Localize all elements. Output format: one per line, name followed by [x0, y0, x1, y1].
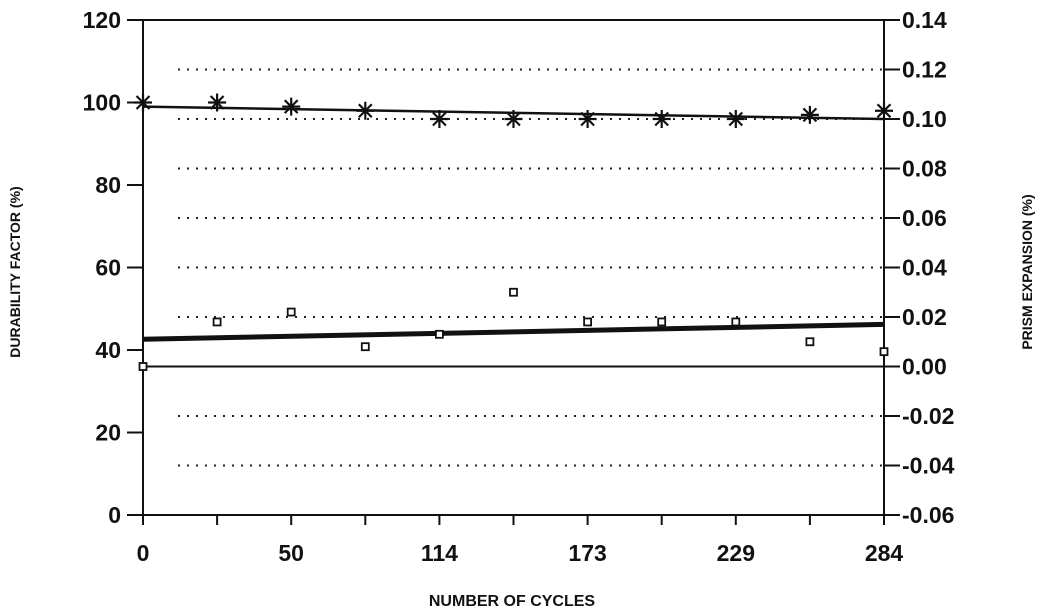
asterisk-point: [578, 110, 597, 128]
square-point: [805, 337, 815, 347]
y2-tick-label: 0.06: [902, 205, 947, 231]
y2-tick-label: 0.12: [902, 57, 947, 83]
x-tick-label: 50: [278, 540, 304, 566]
y2-tick-label: 0.02: [902, 304, 947, 330]
asterisk-stroke: [506, 111, 521, 127]
asterisk-stroke: [209, 95, 225, 110]
y-tick-label: 20: [95, 420, 121, 446]
expansion-trend-line: [142, 321, 885, 342]
x-tick-label: 0: [137, 540, 150, 566]
asterisk-stroke: [432, 111, 447, 127]
y2-tick-label: -0.06: [902, 502, 954, 528]
y2-tick-label: -0.04: [902, 453, 955, 479]
asterisk-point: [726, 110, 745, 128]
asterisk-point: [504, 110, 523, 128]
y-tick-label: 0: [108, 502, 121, 528]
asterisk-stroke: [728, 111, 744, 127]
y-tick-label: 60: [95, 255, 121, 281]
asterisk-stroke: [876, 103, 892, 119]
asterisk-stroke: [654, 111, 669, 127]
y-tick-label: 100: [83, 90, 121, 116]
y2-tick-label: 0.00: [902, 354, 947, 380]
y2-tick-label: 0.10: [902, 106, 947, 132]
x-axis-title: NUMBER OF CYCLES: [429, 593, 596, 610]
ticks: [127, 19, 900, 525]
asterisk-point: [282, 97, 301, 116]
grid-lines: [143, 68, 884, 467]
x-tick-label: 114: [421, 540, 458, 566]
asterisk-point: [134, 93, 152, 112]
square-point: [879, 347, 889, 357]
y-axis-title: DURABILITY FACTOR (%): [7, 186, 23, 357]
asterisk-point: [356, 101, 375, 120]
y2-tick-label: 0.08: [902, 156, 947, 182]
asterisk-point: [652, 110, 671, 128]
asterisk-point: [208, 93, 227, 112]
tick-labels: 0 20 40 60 80 100 120 0.14 0.12 0.10 0.08 0.06 0.04 0…: [83, 7, 955, 566]
square-point: [434, 329, 444, 339]
trend-lines: [142, 105, 885, 342]
square-point: [731, 317, 741, 327]
asterisk-stroke: [580, 111, 595, 127]
x-tick-label: 284: [865, 540, 904, 566]
asterisk-point: [430, 110, 449, 128]
square-point: [286, 307, 296, 317]
y-tick-label: 80: [95, 172, 121, 198]
square-point: [212, 317, 222, 327]
square-point: [657, 317, 667, 327]
asterisk-point: [875, 101, 893, 120]
square-point: [138, 362, 148, 371]
y2-tick-label: -0.02: [902, 403, 954, 429]
asterisk-stroke: [283, 99, 299, 114]
data-points: [134, 93, 893, 371]
y-tick-label: 40: [95, 337, 121, 363]
square-point: [509, 287, 518, 297]
asterisk-stroke: [358, 103, 373, 119]
asterisk-stroke: [802, 107, 818, 123]
x-tick-label: 229: [717, 540, 755, 566]
y2-tick-label: 0.14: [902, 7, 947, 33]
x-tick-label: 173: [568, 540, 606, 566]
square-point: [583, 317, 592, 327]
y2-tick-label: 0.04: [902, 255, 947, 281]
asterisk-stroke: [135, 95, 151, 110]
y-tick-label: 120: [83, 7, 121, 33]
asterisk-point: [800, 105, 819, 124]
square-point: [360, 342, 370, 352]
y2-axis-title: PRISM EXPANSION (%): [1019, 194, 1035, 349]
